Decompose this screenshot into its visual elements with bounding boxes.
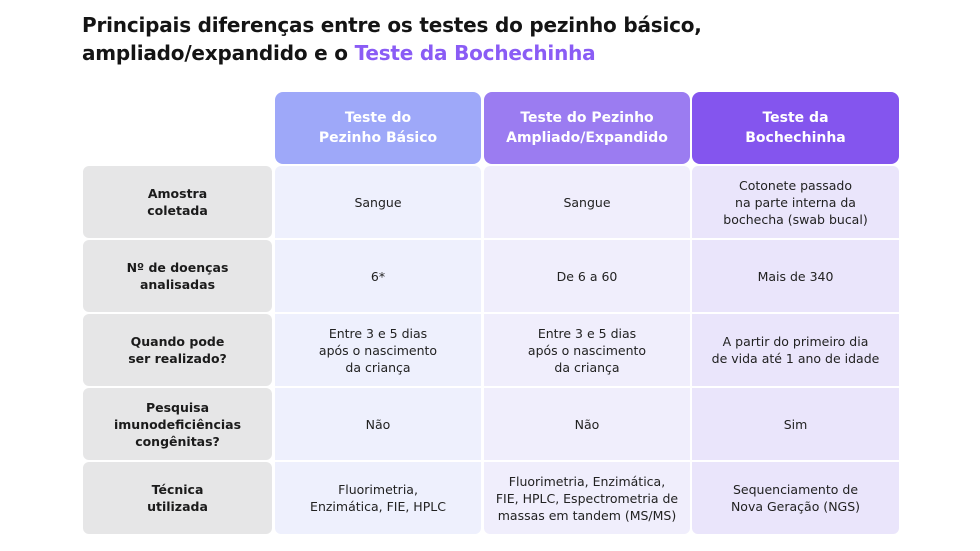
row-divider [83, 386, 899, 388]
table-cell: Mais de 340 [757, 268, 834, 284]
table-cell: Entre 3 e 5 dias após o nascimento da cr… [527, 325, 647, 375]
table-cell: Não [574, 416, 600, 432]
column-header-basic: Teste do Pezinho Básico [275, 92, 481, 164]
row-label-sample: Amostra coletada [83, 166, 272, 238]
column-header-bochechinha: Teste da Bochechinha [692, 92, 899, 164]
table-cell: Sangue [563, 194, 611, 210]
table-cell: Entre 3 e 5 dias após o nascimento da cr… [318, 325, 438, 375]
row-divider [83, 460, 899, 462]
title-line-2: ampliado/expandido e o Teste da Bochechi… [82, 39, 902, 67]
table-cell: A partir do primeiro dia de vida até 1 a… [711, 334, 880, 366]
title-highlight: Teste da Bochechinha [354, 41, 596, 65]
column-background-bochechinha [692, 166, 899, 534]
table-cell: Fluorimetria, Enzimática, FIE, HPLC, Esp… [495, 473, 679, 523]
column-background-expanded [484, 166, 690, 534]
row-label-immunodeficiency: Pesquisa imunodeficiências congênitas? [83, 388, 272, 460]
row-label-technique: Técnica utilizada [83, 462, 272, 534]
table-cell: Cotonete passado na parte interna da boc… [723, 177, 868, 227]
table-cell: Não [365, 416, 391, 432]
title-line-2-prefix: ampliado/expandido e o [82, 41, 355, 65]
page-title: Principais diferenças entre os testes do… [82, 11, 902, 67]
table-cell: Sangue [354, 194, 402, 210]
table-cell: 6* [370, 268, 386, 284]
row-divider [83, 238, 899, 240]
table-cell: De 6 a 60 [556, 268, 618, 284]
column-background-basic [275, 166, 481, 534]
table-cell: Sequenciamento de Nova Geração (NGS) [730, 482, 861, 514]
column-header-expanded: Teste do Pezinho Ampliado/Expandido [484, 92, 690, 164]
row-label-diseases: Nº de doenças analisadas [83, 240, 272, 312]
row-label-timing: Quando pode ser realizado? [83, 314, 272, 386]
table-cell: Fluorimetria, Enzimática, FIE, HPLC [310, 482, 446, 514]
title-line-1: Principais diferenças entre os testes do… [82, 13, 702, 37]
row-divider [83, 312, 899, 314]
table-cell: Sim [783, 416, 808, 432]
